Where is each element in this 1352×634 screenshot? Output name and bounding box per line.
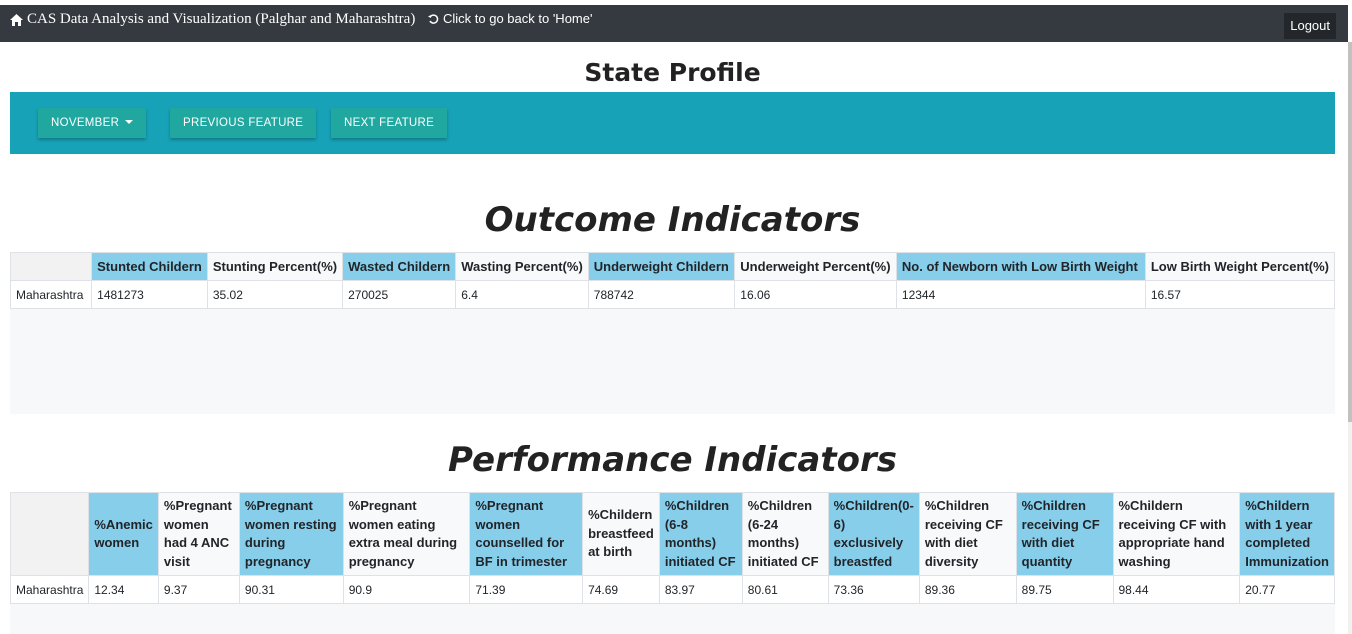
outcome-cell: 12344	[895, 280, 1146, 309]
navbar: CAS Data Analysis and Visualization (Pal…	[0, 5, 1348, 42]
performance-header-cell	[9, 492, 90, 576]
table-row: Maharashtra 12.34 9.37 90.31 90.9 71.39 …	[9, 575, 1335, 604]
performance-header-cell: %Pregnant women had 4 ANC visit	[157, 492, 240, 576]
outcome-cell: 788742	[587, 280, 736, 309]
outcome-header-cell	[9, 252, 93, 281]
page-scrollbar[interactable]	[1348, 42, 1352, 634]
outcome-header-cell: Underweight Childern	[587, 252, 736, 281]
performance-header-cell: %Childern receiving CF with appropriate …	[1112, 492, 1241, 576]
performance-header-cell: %Children receiving CF with diet diversi…	[918, 492, 1017, 576]
table-row: Maharashtra 1481273 35.02 270025 6.4 788…	[9, 280, 1336, 309]
outcome-cell: 35.02	[206, 280, 344, 309]
performance-cell: 9.37	[157, 575, 240, 604]
performance-header-row: %Anemic women %Pregnant women had 4 ANC …	[9, 492, 1335, 576]
home-link[interactable]: Click to go back to 'Home'	[428, 11, 592, 26]
outcome-header-cell: Wasting Percent(%)	[455, 252, 589, 281]
performance-cell: Maharashtra	[9, 575, 90, 604]
next-feature-button[interactable]: NEXT FEATURE	[331, 108, 448, 138]
performance-cell: 12.34	[88, 575, 159, 604]
scrollbar-thumb[interactable]	[1348, 42, 1352, 422]
outcome-indicators-title: Outcome Indicators	[484, 200, 861, 240]
brand-label: CAS Data Analysis and Visualization (Pal…	[27, 11, 416, 27]
outcome-cell: 16.06	[734, 280, 897, 309]
outcome-header-cell: Stunting Percent(%)	[206, 252, 344, 281]
performance-cell: 98.44	[1112, 575, 1241, 604]
performance-table: %Anemic women %Pregnant women had 4 ANC …	[9, 492, 1335, 604]
performance-header-cell: %Children (6-24 months) initiated CF	[741, 492, 829, 576]
outcome-header-row: Stunted Childern Stunting Percent(%) Was…	[9, 252, 1336, 281]
performance-header-cell: %Children(0-6) exclusively breastfed	[827, 492, 920, 576]
outcome-cell: Maharashtra	[9, 280, 93, 309]
undo-icon	[428, 13, 439, 24]
logout-button[interactable]: Logout	[1284, 13, 1336, 39]
outcome-header-cell: Wasted Childern	[342, 252, 457, 281]
performance-cell: 90.9	[342, 575, 471, 604]
performance-indicators-title: Performance Indicators	[448, 440, 897, 480]
performance-header-cell: %Pregnant women eating extra meal during…	[342, 492, 471, 576]
performance-header-cell: %Anemic women	[88, 492, 159, 576]
home-icon	[10, 13, 23, 26]
performance-header-cell: %Children receiving CF with diet quantit…	[1015, 492, 1114, 576]
performance-cell: 80.61	[741, 575, 829, 604]
outcome-table: Stunted Childern Stunting Percent(%) Was…	[9, 252, 1336, 309]
performance-cell: 89.75	[1015, 575, 1114, 604]
performance-cell: 73.36	[827, 575, 920, 604]
outcome-header-cell: No. of Newborn with Low Birth Weight	[895, 252, 1146, 281]
performance-header-cell: %Children (6-8 months) initiated CF	[658, 492, 743, 576]
outcome-header-cell: Low Birth Weight Percent(%)	[1144, 252, 1336, 281]
month-dropdown-label: NOVEMBER	[51, 117, 120, 129]
previous-feature-button[interactable]: PREVIOUS FEATURE	[170, 108, 317, 138]
performance-cell: 74.69	[582, 575, 660, 604]
outcome-header-cell: Underweight Percent(%)	[734, 252, 897, 281]
outcome-cell: 16.57	[1144, 280, 1336, 309]
outcome-cell: 1481273	[91, 280, 208, 309]
performance-cell: 89.36	[918, 575, 1017, 604]
performance-cell: 83.97	[658, 575, 743, 604]
performance-cell: 20.77	[1239, 575, 1335, 604]
performance-cell: 71.39	[469, 575, 584, 604]
performance-header-cell: %Pregnant women counselled for BF in tri…	[469, 492, 584, 576]
performance-header-cell: %Pregnant women resting during pregnancy	[238, 492, 344, 576]
brand[interactable]: CAS Data Analysis and Visualization (Pal…	[10, 11, 415, 28]
outcome-header-cell: Stunted Childern	[91, 252, 208, 281]
outcome-cell: 270025	[342, 280, 457, 309]
performance-header-cell: %Childern breastfeed at birth	[582, 492, 660, 576]
caret-down-icon	[125, 120, 134, 124]
page-title: State Profile	[584, 58, 761, 87]
feature-bar: NOVEMBER PREVIOUS FEATURE NEXT FEATURE	[10, 92, 1335, 154]
home-link-label: Click to go back to 'Home'	[443, 11, 593, 26]
performance-cell: 90.31	[238, 575, 344, 604]
outcome-cell: 6.4	[455, 280, 589, 309]
month-dropdown[interactable]: NOVEMBER	[38, 108, 147, 138]
performance-header-cell: %Childern with 1 year completed Immuniza…	[1239, 492, 1335, 576]
